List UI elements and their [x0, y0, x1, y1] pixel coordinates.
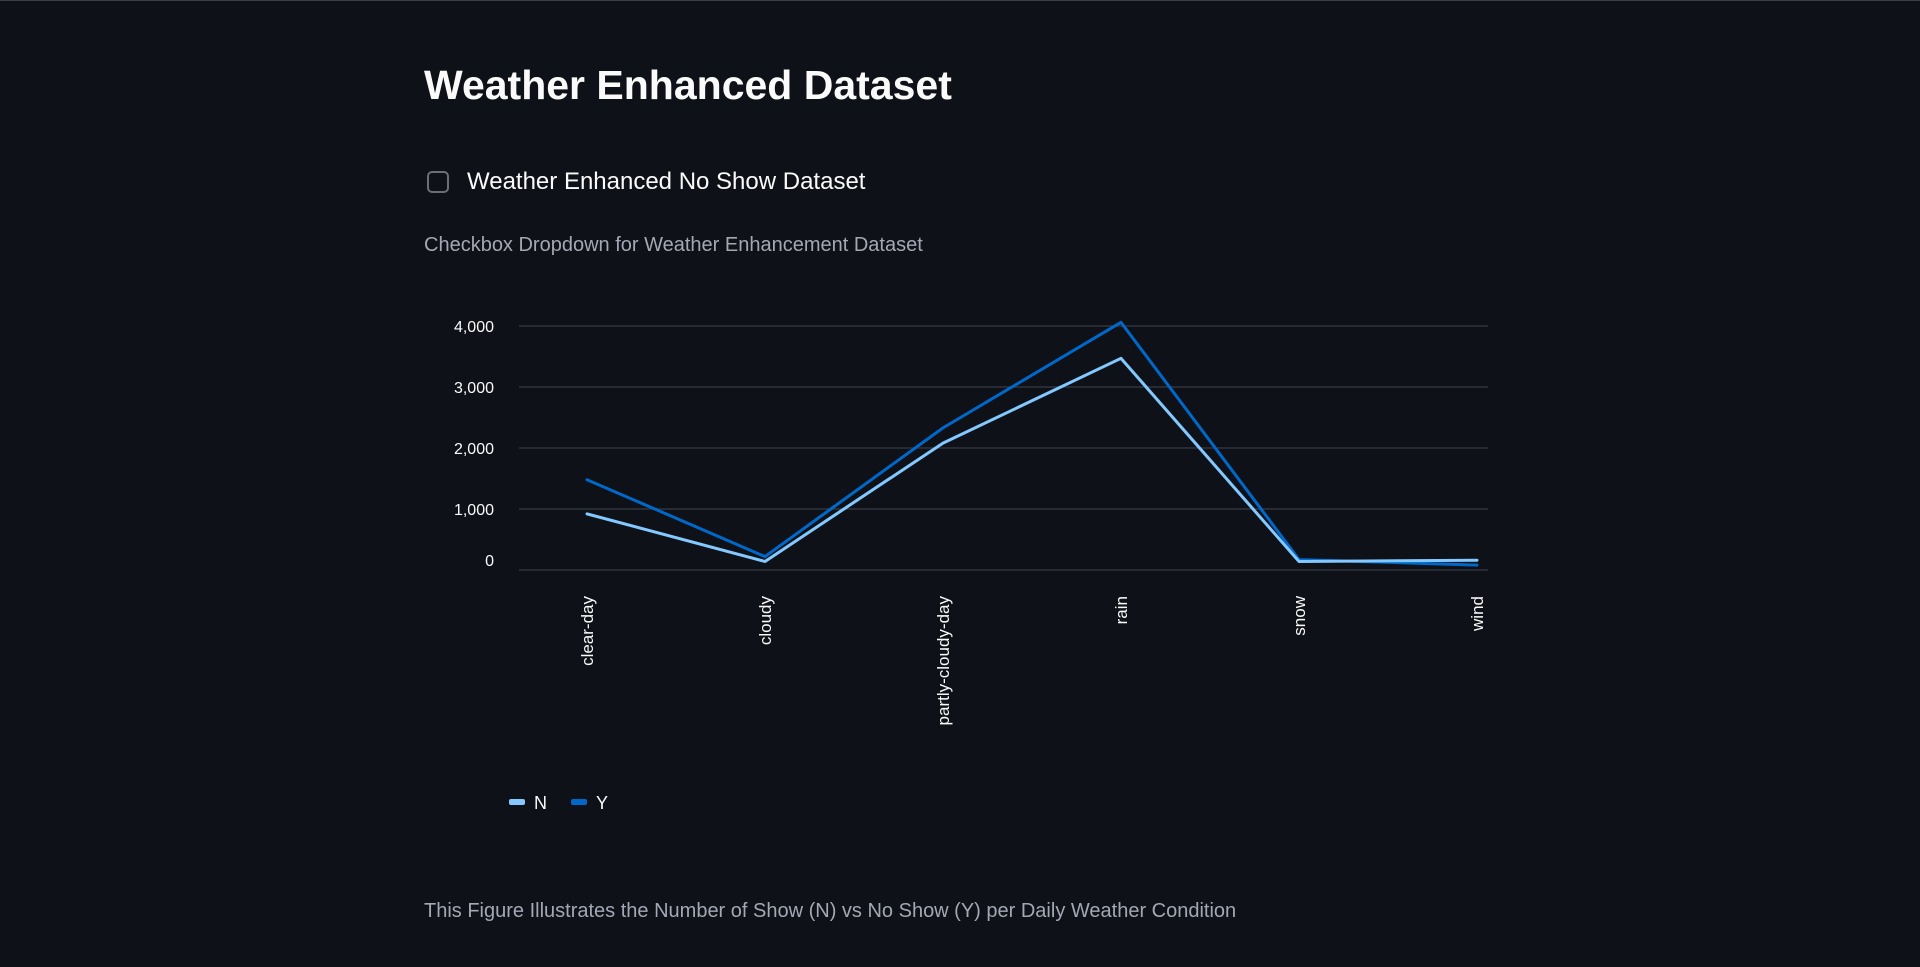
top-border — [0, 0, 1920, 1]
caption-top: Checkbox Dropdown for Weather Enhancemen… — [424, 234, 923, 256]
main-content: Weather Enhanced Dataset Weather Enhance… — [424, 0, 1564, 967]
y-tick-label: 2,000 — [454, 441, 494, 458]
x-tick-label: rain — [1112, 596, 1131, 624]
line-chart: 0 1,000 2,000 3,000 4,000 clear-day cloudy part… — [454, 319, 1488, 813]
checkbox-box[interactable] — [427, 171, 449, 193]
series-line-n — [585, 356, 1479, 563]
y-tick-label: 4,000 — [454, 319, 494, 336]
x-tick-label: snow — [1290, 595, 1309, 635]
weather-dataset-checkbox[interactable]: Weather Enhanced No Show Dataset — [427, 168, 865, 196]
caption-bottom: This Figure Illustrates the Number of Sh… — [424, 900, 1237, 922]
legend-label-n: N — [534, 793, 547, 813]
x-tick-label: wind — [1468, 596, 1487, 632]
x-tick-label: partly-cloudy-day — [934, 596, 953, 726]
y-tick-label: 3,000 — [454, 380, 494, 397]
legend-swatch-n — [509, 799, 525, 805]
x-tick-label: cloudy — [756, 596, 775, 646]
x-tick-label: clear-day — [578, 596, 597, 666]
series-line-y — [585, 320, 1479, 567]
y-tick-label: 0 — [485, 553, 494, 570]
legend-label-y: Y — [596, 793, 608, 813]
page-title: Weather Enhanced Dataset — [424, 62, 952, 108]
y-tick-label: 1,000 — [454, 502, 494, 519]
checkbox-label: Weather Enhanced No Show Dataset — [467, 168, 866, 195]
legend-swatch-y — [571, 799, 587, 805]
